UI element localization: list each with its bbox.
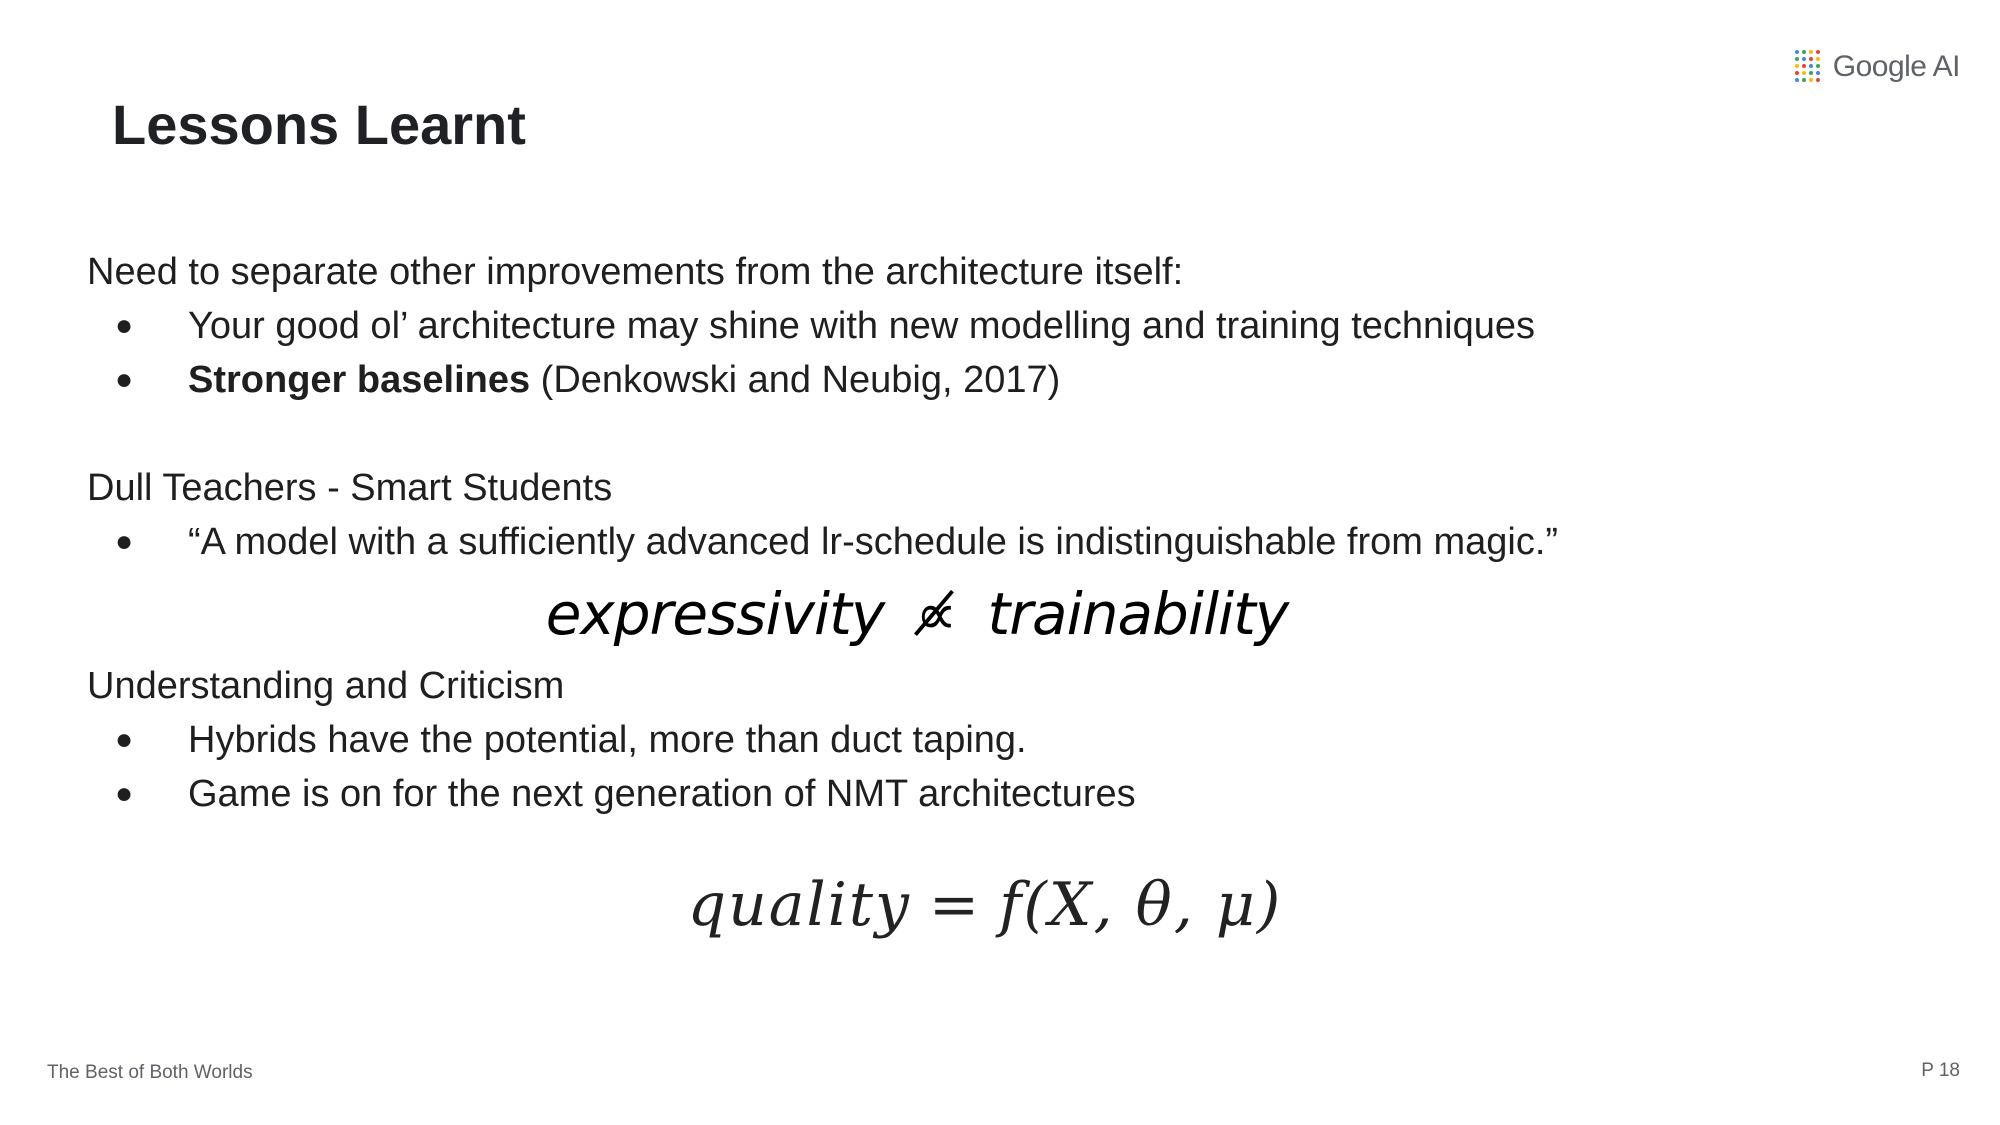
bullet-text: Game is on for the next generation of NM… — [188, 773, 1136, 815]
bullet-list-teachers: ● “A model with a sufficiently advanced … — [87, 515, 1837, 569]
google-ai-logo: Google AI — [1794, 50, 1961, 84]
equation-right-term: trainability — [987, 580, 1289, 648]
list-item: ● “A model with a sufficiently advanced … — [87, 515, 1837, 569]
equation-quality: quality = f(X, θ, μ) — [0, 870, 2000, 940]
bullet-icon: ● — [115, 777, 134, 810]
slide-body: Need to separate other improvements from… — [87, 245, 1837, 821]
list-item: ● Hybrids have the potential, more than … — [87, 713, 1837, 767]
bullet-list-understanding: ● Hybrids have the potential, more than … — [87, 713, 1837, 821]
bullet-text: “A model with a sufficiently advanced lr… — [188, 521, 1559, 563]
list-item: ● Your good ol’ architecture may shine w… — [87, 299, 1837, 353]
list-item: ● Stronger baselines (Denkowski and Neub… — [87, 353, 1837, 407]
bullet-list-improvements: ● Your good ol’ architecture may shine w… — [87, 299, 1837, 407]
section-heading-teachers: Dull Teachers - Smart Students — [87, 467, 613, 509]
bullet-icon: ● — [115, 525, 134, 558]
bullet-text: (Denkowski and Neubig, 2017) — [530, 359, 1061, 401]
bullet-icon: ● — [115, 363, 134, 396]
deck-title: The Best of Both Worlds — [47, 1062, 253, 1083]
equation-expressivity-trainability: expressivity ∝̸ trainability — [87, 569, 1837, 659]
bullet-bold-text: Stronger baselines — [188, 359, 531, 401]
equation-right-term: f(X, θ, μ) — [999, 870, 1283, 940]
bullet-text: Your good ol’ architecture may shine wit… — [188, 305, 1535, 347]
page-number: P 18 — [1921, 1060, 1960, 1081]
bullet-icon: ● — [115, 723, 134, 756]
slide-title: Lessons Learnt — [112, 93, 526, 156]
bullet-text: Hybrids have the potential, more than du… — [188, 719, 1027, 761]
section-heading-improvements: Need to separate other improvements from… — [87, 251, 1184, 293]
section-heading-understanding: Understanding and Criticism — [87, 665, 565, 707]
equals-symbol: = — [928, 870, 982, 940]
google-ai-dots-icon — [1794, 50, 1825, 84]
list-item: ● Game is on for the next generation of … — [87, 767, 1837, 821]
not-proportional-symbol: ∝̸ — [915, 580, 957, 648]
logo-text: Google AI — [1832, 50, 1961, 83]
equation-left-term: quality — [687, 870, 911, 940]
bullet-icon: ● — [115, 309, 134, 342]
equation-left-term: expressivity — [545, 580, 885, 648]
